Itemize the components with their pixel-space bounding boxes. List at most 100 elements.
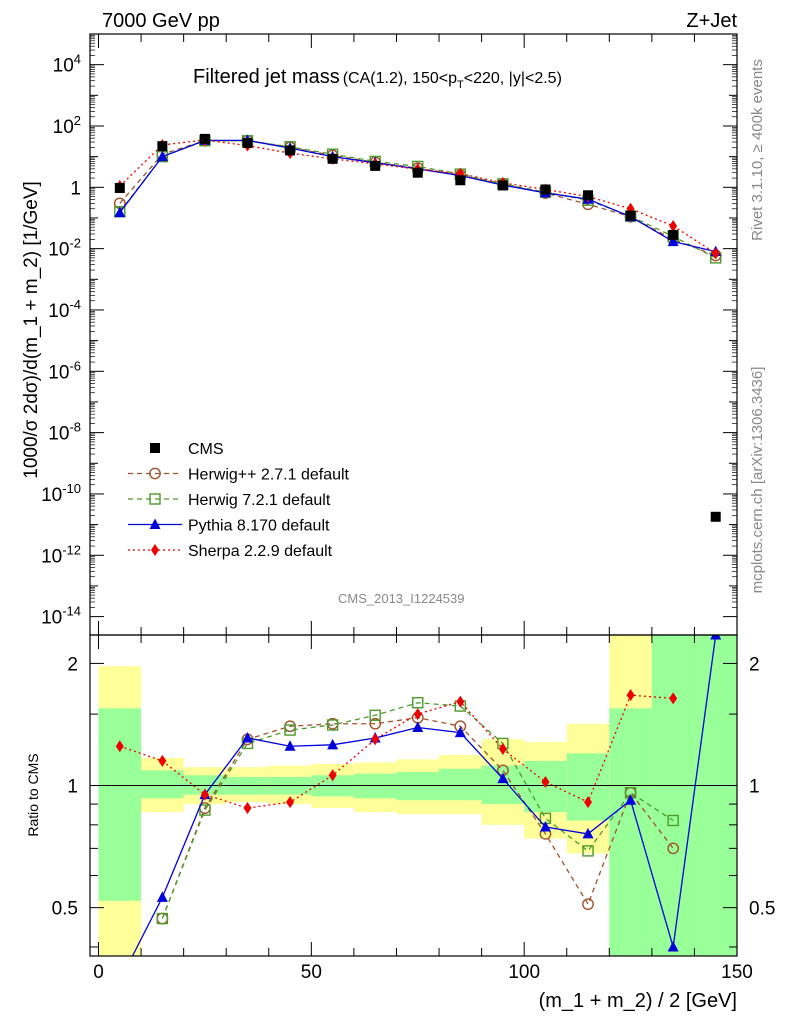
main-y-tick-label: 10-4 — [48, 297, 81, 322]
legend: CMS Herwig++ 2.7.1 default Herwig 7.2.1 de… — [128, 441, 350, 560]
legend-label-pythia: Pythia 8.170 default — [188, 518, 330, 535]
x-axis-label: (m_1 + m_2) / 2 [GeV] — [539, 990, 737, 1012]
ratio-point-pythia — [284, 740, 296, 751]
ratio-point-herwig7 — [284, 724, 296, 736]
legend-label-herwig7: Herwig 7.2.1 default — [188, 492, 331, 509]
band-inner-7 — [396, 771, 440, 801]
band-inner-8 — [439, 768, 482, 801]
legend-entry-herwigpp: Herwig++ 2.7.1 default — [128, 467, 350, 484]
main-point-cms — [540, 184, 551, 195]
ratio-point-herwig7 — [412, 697, 424, 709]
band-inner-0 — [98, 708, 142, 901]
ratio-point-pythia — [156, 891, 168, 902]
main-series-sherpa — [115, 133, 720, 260]
main-point-pythia — [667, 235, 679, 247]
main-point-cms — [114, 182, 125, 193]
main-point-cms — [455, 175, 466, 186]
main-point-cms — [370, 160, 381, 171]
x-tick-label: 50 — [301, 962, 322, 983]
mcplots-label: mcplots.cern.ch [arXiv:1306.3436] — [749, 367, 766, 594]
main-point-pythia — [114, 206, 126, 218]
legend-label-cms: CMS — [188, 441, 224, 458]
main-point-cms — [327, 153, 338, 164]
ratio-point-pythia — [667, 940, 679, 952]
header-right-label: Z+Jet — [686, 10, 737, 32]
ratio-y-tick-label-right: 1 — [749, 777, 760, 798]
main-y-tick-label: 10-12 — [41, 542, 81, 567]
main-point-cms — [199, 133, 210, 144]
axes: 104102110-210-410-610-810-1010-1210-140.… — [41, 34, 775, 983]
ratio-point-sherpa — [200, 788, 209, 801]
main-y-tick-label: 104 — [53, 52, 81, 77]
ratio-series-sherpa — [115, 689, 678, 815]
legend-marker-herwigpp — [149, 467, 161, 480]
ratio-point-sherpa — [371, 733, 380, 746]
ratio-line-herwig7 — [161, 702, 674, 919]
ratio-y-tick-label-left: 0.5 — [52, 899, 78, 920]
main-point-cms — [668, 229, 679, 240]
main-y-tick-label: 10-14 — [41, 604, 81, 629]
ratio-point-sherpa — [669, 692, 678, 705]
ratio-point-herwig7 — [667, 814, 679, 827]
main-series-herwig7 — [114, 135, 722, 264]
main-line-herwig7 — [119, 140, 717, 259]
main-point-cms — [412, 167, 423, 178]
legend-marker-sherpa — [151, 544, 159, 556]
x-tick-label: 100 — [508, 962, 540, 983]
legend-label-sherpa: Sherpa 2.2.9 default — [188, 543, 333, 560]
ratio-point-herwig7 — [326, 719, 339, 731]
ratio-point-sherpa — [286, 796, 295, 809]
main-point-sherpa — [711, 247, 720, 260]
ratio-point-pythia — [497, 772, 509, 784]
main-y-axis-label: 1000/σ 2dσ)/d(m_1 + m_2) [1/GeV] — [21, 181, 42, 479]
legend-marker-herwig7 — [149, 493, 161, 505]
main-point-cms — [285, 145, 296, 156]
main-y-tick-label: 10-6 — [48, 358, 81, 383]
rivet-label: Rivet 3.1.10, ≥ 400k events — [749, 59, 766, 241]
x-tick-label: 150 — [721, 962, 753, 983]
band-inner-12 — [609, 708, 652, 956]
ratio-point-pythia — [327, 738, 339, 750]
ratio-point-pythia — [539, 821, 551, 832]
ratio-point-pythia — [582, 827, 594, 839]
main-point-cms — [583, 190, 594, 201]
ratio-uncertainty-bands — [98, 635, 737, 956]
ratio-point-herwigpp — [667, 842, 680, 855]
band-inner-13 — [651, 635, 695, 956]
main-line-herwigpp — [119, 140, 716, 257]
ratio-point-herwig7 — [156, 912, 169, 925]
ratio-point-pythia — [241, 731, 253, 743]
ratio-y-tick-label-right: 0.5 — [749, 899, 775, 920]
ratio-y-tick-label-left: 2 — [67, 654, 78, 675]
legend-marker-pythia — [149, 518, 161, 529]
ratio-point-pythia — [710, 635, 722, 640]
ratio-point-herwigpp — [369, 717, 382, 730]
main-line-pythia — [119, 139, 716, 253]
legend-entry-sherpa: Sherpa 2.2.9 default — [128, 543, 333, 560]
ratio-point-sherpa — [456, 695, 465, 708]
legend-entry-herwig7: Herwig 7.2.1 default — [128, 492, 331, 509]
legend-label-herwigpp: Herwig++ 2.7.1 default — [188, 467, 350, 484]
plot-title: Filtered jet mass (CA(1.2), 150<pT<220, |… — [193, 66, 562, 91]
main-series-herwigpp — [113, 134, 722, 262]
ratio-point-sherpa — [541, 776, 550, 789]
ratio-point-sherpa — [498, 743, 507, 756]
ratio-point-sherpa — [243, 802, 252, 815]
ratio-point-sherpa — [413, 708, 422, 721]
ratio-y-axis-label: Ratio to CMS — [25, 753, 41, 836]
ratio-point-pythia — [625, 794, 637, 805]
analysis-watermark: CMS_2013_I1224539 — [338, 591, 465, 606]
band-inner-9 — [481, 765, 525, 805]
ratio-plot-frame — [89, 634, 738, 957]
main-point-cms — [710, 511, 721, 522]
header-left-label: 7000 GeV pp — [102, 10, 220, 32]
ratio-point-herwig7 — [369, 709, 381, 721]
main-y-tick-label: 1 — [70, 178, 81, 199]
ratio-series-pythia — [131, 635, 722, 956]
band-inner-1 — [141, 770, 184, 799]
ratio-series-herwig7 — [156, 697, 679, 925]
ratio-point-pythia — [454, 726, 466, 738]
ratio-point-herwig7 — [582, 845, 594, 857]
x-tick-label: 0 — [93, 962, 104, 983]
